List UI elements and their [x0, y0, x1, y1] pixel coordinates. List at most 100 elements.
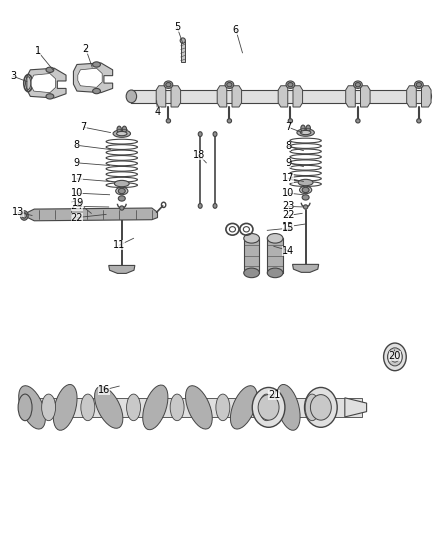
Ellipse shape — [288, 83, 293, 87]
Text: 5: 5 — [174, 22, 180, 33]
Ellipse shape — [118, 188, 125, 193]
Ellipse shape — [244, 233, 260, 243]
Text: 9: 9 — [74, 158, 80, 168]
Ellipse shape — [186, 386, 212, 429]
Polygon shape — [31, 74, 55, 93]
Ellipse shape — [120, 206, 124, 210]
Ellipse shape — [19, 386, 45, 429]
Ellipse shape — [93, 88, 101, 94]
Text: 9: 9 — [285, 158, 291, 168]
Ellipse shape — [300, 131, 311, 135]
Polygon shape — [28, 208, 157, 221]
Text: 13: 13 — [12, 207, 24, 217]
Ellipse shape — [415, 81, 423, 88]
Polygon shape — [232, 86, 242, 107]
Ellipse shape — [286, 81, 295, 88]
Bar — [132, 90, 427, 103]
Ellipse shape — [354, 81, 362, 88]
Ellipse shape — [116, 187, 128, 195]
Polygon shape — [422, 86, 431, 107]
Text: 8: 8 — [285, 141, 291, 151]
Text: 19: 19 — [72, 198, 84, 208]
Ellipse shape — [126, 90, 137, 103]
Bar — [31, 398, 362, 417]
Text: 21: 21 — [268, 390, 281, 400]
Ellipse shape — [42, 394, 55, 421]
Text: 14: 14 — [282, 246, 295, 255]
Text: 18: 18 — [193, 150, 205, 160]
Ellipse shape — [303, 205, 308, 209]
Ellipse shape — [180, 38, 185, 43]
Ellipse shape — [164, 81, 173, 88]
Ellipse shape — [391, 352, 399, 362]
Text: 23: 23 — [282, 201, 295, 212]
Bar — [180, 41, 185, 62]
Polygon shape — [345, 398, 367, 417]
Text: 7: 7 — [80, 122, 87, 132]
Polygon shape — [109, 265, 135, 273]
Text: 20: 20 — [389, 351, 401, 361]
Text: 10: 10 — [71, 188, 83, 198]
Ellipse shape — [244, 268, 260, 278]
Ellipse shape — [46, 94, 54, 99]
Ellipse shape — [170, 394, 184, 421]
Polygon shape — [346, 86, 355, 107]
Ellipse shape — [198, 132, 202, 136]
Polygon shape — [292, 264, 319, 272]
Ellipse shape — [310, 394, 331, 420]
Ellipse shape — [81, 394, 95, 421]
Text: 16: 16 — [98, 385, 111, 395]
Ellipse shape — [225, 81, 234, 88]
Polygon shape — [73, 63, 113, 93]
Text: 22: 22 — [71, 213, 83, 223]
Ellipse shape — [416, 83, 422, 87]
Polygon shape — [278, 86, 288, 107]
Ellipse shape — [227, 119, 232, 123]
Text: 12: 12 — [282, 222, 295, 232]
Text: 8: 8 — [74, 140, 80, 150]
Text: 24: 24 — [71, 201, 83, 212]
Polygon shape — [407, 86, 416, 107]
Text: 17: 17 — [71, 174, 83, 184]
Ellipse shape — [301, 125, 305, 132]
Text: 3: 3 — [10, 71, 16, 81]
Ellipse shape — [20, 211, 28, 220]
Ellipse shape — [298, 179, 313, 185]
Ellipse shape — [94, 386, 123, 429]
Ellipse shape — [288, 119, 292, 123]
Text: 4: 4 — [154, 107, 160, 117]
Text: 2: 2 — [83, 44, 89, 53]
Ellipse shape — [230, 386, 257, 429]
Polygon shape — [361, 86, 370, 107]
Ellipse shape — [267, 268, 283, 278]
Ellipse shape — [355, 83, 361, 87]
Ellipse shape — [305, 387, 337, 427]
Ellipse shape — [302, 187, 309, 192]
Ellipse shape — [22, 213, 26, 218]
Ellipse shape — [260, 394, 274, 421]
Ellipse shape — [306, 125, 310, 132]
Ellipse shape — [122, 126, 127, 133]
Ellipse shape — [117, 126, 121, 133]
Text: 15: 15 — [282, 223, 295, 233]
Bar — [244, 238, 260, 273]
Ellipse shape — [18, 394, 32, 421]
Ellipse shape — [114, 180, 129, 187]
Polygon shape — [293, 86, 302, 107]
Ellipse shape — [302, 195, 309, 200]
Ellipse shape — [198, 204, 202, 208]
Ellipse shape — [258, 394, 279, 420]
Ellipse shape — [213, 204, 217, 208]
Ellipse shape — [46, 67, 54, 72]
Ellipse shape — [276, 384, 300, 430]
Bar — [267, 238, 283, 273]
Ellipse shape — [252, 387, 285, 427]
Ellipse shape — [384, 343, 406, 370]
Ellipse shape — [417, 119, 421, 123]
Ellipse shape — [143, 385, 168, 430]
Ellipse shape — [297, 129, 314, 136]
Ellipse shape — [388, 348, 402, 366]
Ellipse shape — [227, 83, 232, 87]
Ellipse shape — [299, 186, 312, 193]
Ellipse shape — [356, 119, 360, 123]
